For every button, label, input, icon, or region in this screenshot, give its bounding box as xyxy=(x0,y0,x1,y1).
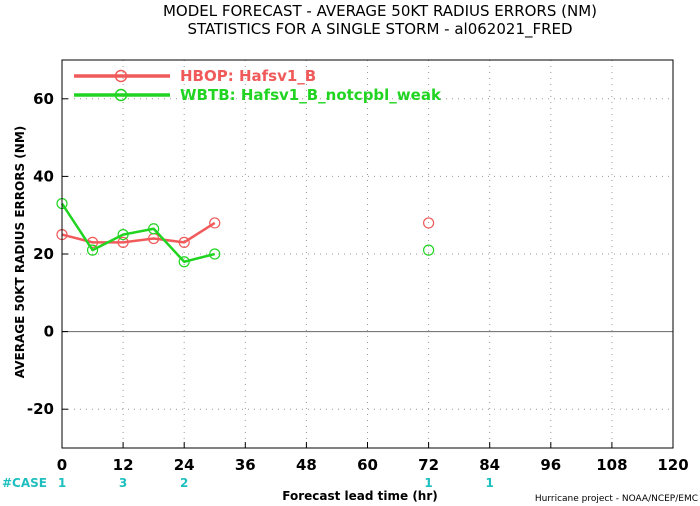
x-axis-label: Forecast lead time (hr) xyxy=(282,489,438,503)
legend-label: HBOP: Hafsv1_B xyxy=(180,67,316,85)
credit-text: Hurricane project - NOAA/NCEP/EMC xyxy=(535,494,698,504)
plot-frame xyxy=(61,59,674,449)
grid-layer xyxy=(62,60,673,448)
data-point xyxy=(148,223,160,235)
series-layer xyxy=(56,197,435,268)
data-point xyxy=(86,244,99,256)
data-point xyxy=(423,244,435,256)
data-point xyxy=(209,248,221,260)
data-point xyxy=(117,236,129,248)
case-label: #CASE xyxy=(2,476,47,490)
legend-marker xyxy=(114,69,128,83)
chart-title: MODEL FORECAST - AVERAGE 50KT RADIUS ERR… xyxy=(163,2,597,20)
x-tick-label: 36 xyxy=(235,456,256,474)
y-tick-label: 0 xyxy=(44,323,54,341)
data-point xyxy=(423,217,435,229)
y-tick-label: 40 xyxy=(33,167,54,185)
x-tick-label: 72 xyxy=(418,456,439,474)
case-count: 1 xyxy=(486,476,494,490)
x-tick-label: 120 xyxy=(657,456,688,474)
series-line xyxy=(60,202,216,264)
case-count: 1 xyxy=(58,476,66,490)
x-tick-label: 0 xyxy=(57,456,67,474)
x-tick-label: 60 xyxy=(357,456,378,474)
x-tick-label: 108 xyxy=(596,456,627,474)
y-axis-label: AVERAGE 50KT RADIUS ERRORS (NM) xyxy=(13,126,27,378)
data-point xyxy=(209,217,221,229)
data-point xyxy=(178,236,190,248)
x-tick-label: 96 xyxy=(540,456,561,474)
y-tick-label: 20 xyxy=(33,245,54,263)
tick-layer: 0 12 24 36 48 60 72 84 96 108 120 -20 0 20 40 60 xyxy=(27,90,689,474)
case-layer: 1 3 2 1 1 xyxy=(58,476,494,490)
data-point xyxy=(178,256,190,268)
x-tick-label: 48 xyxy=(296,456,317,474)
case-count: 2 xyxy=(180,476,188,490)
x-tick-label: 12 xyxy=(113,456,134,474)
y-tick-label: 60 xyxy=(33,90,54,108)
data-point xyxy=(117,229,129,241)
x-tick-label: 84 xyxy=(479,456,500,474)
chart-subtitle: STATISTICS FOR A SINGLE STORM - al062021… xyxy=(187,20,572,39)
legend-marker xyxy=(114,88,128,102)
legend-label: WBTB: Hafsv1_B_notcpbl_weak xyxy=(180,86,442,104)
case-count: 3 xyxy=(119,476,127,490)
case-count: 1 xyxy=(424,476,432,490)
y-tick-label: -20 xyxy=(27,400,54,418)
x-tick-label: 24 xyxy=(174,456,195,474)
